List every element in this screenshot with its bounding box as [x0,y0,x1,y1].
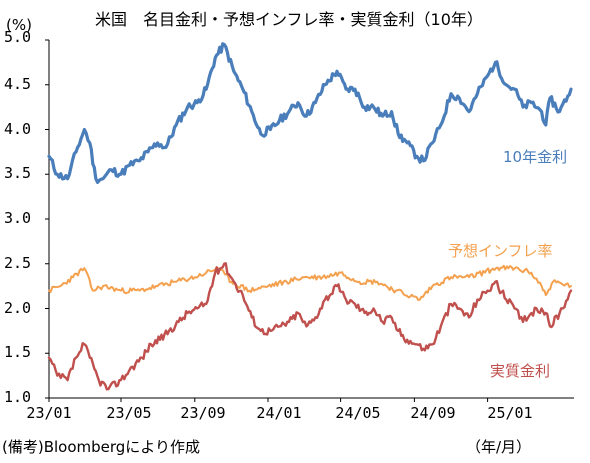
nominal-rate-line [47,42,573,184]
x-tick-label: 25/01 [487,404,533,422]
y-tick-label: 1.0 [4,388,32,406]
x-tick-label: 23/09 [180,404,226,422]
x-tick-label: 24/05 [335,404,381,422]
x-tick-label: 23/01 [26,404,72,422]
chart-title: 米国 名目金利・予想インフレ率・実質金利（10年） [95,10,483,29]
real-rate-line [47,262,573,391]
expected-inflation-line [48,264,572,301]
y-tick-label: 3.5 [4,164,32,182]
series-label-inflation: 予想インフレ率 [448,242,553,260]
y-tick-label: 4.0 [4,120,32,138]
y-tick-label: 5.0 [4,28,32,46]
x-tick-label: 24/09 [410,404,456,422]
y-tick-label: 4.5 [4,75,32,93]
y-tick-label: 2.0 [4,299,32,317]
x-tick-label: 24/01 [256,404,302,422]
series-label-real: 実質金利 [490,362,551,380]
x-axis-unit: （年/月） [466,438,532,456]
series-label-nominal: 10年金利 [503,148,568,166]
source-note: (備考)Bloombergにより作成 [2,438,201,456]
y-tick-label: 3.0 [4,209,32,227]
x-tick-label: 23/05 [106,404,152,422]
y-axis-unit: (%) [6,16,32,34]
y-tick-label: 1.5 [4,343,32,361]
y-tick-label: 2.5 [4,254,32,272]
